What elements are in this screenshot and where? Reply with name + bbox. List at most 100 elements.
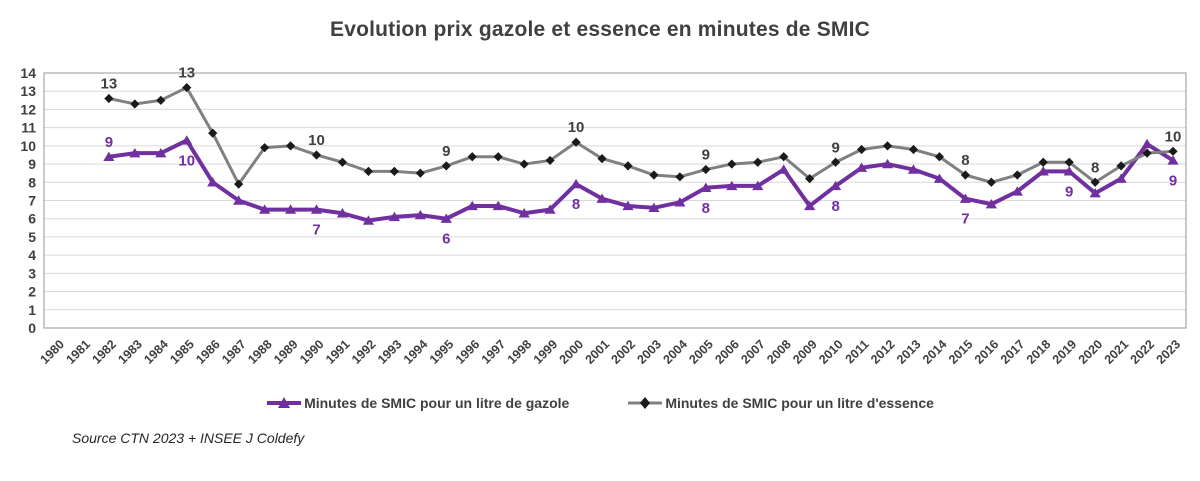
svg-text:13: 13 [20, 83, 36, 99]
svg-text:2001: 2001 [583, 337, 613, 367]
svg-text:6: 6 [28, 211, 36, 227]
svg-text:0: 0 [28, 320, 36, 336]
legend-item-gazole: Minutes de SMIC pour un litre de gazole [266, 395, 569, 411]
data-label-essence-2010: 9 [831, 139, 839, 156]
svg-text:1984: 1984 [141, 337, 171, 367]
svg-text:1986: 1986 [193, 337, 223, 367]
svg-text:2016: 2016 [972, 337, 1002, 367]
series-essence [104, 82, 1178, 189]
svg-text:2012: 2012 [868, 337, 898, 367]
source-note: Source CTN 2023 + INSEE J Coldefy [72, 430, 305, 446]
svg-text:1995: 1995 [427, 337, 457, 367]
gazole-markers [103, 135, 1179, 225]
svg-text:1980: 1980 [38, 337, 68, 367]
svg-text:2015: 2015 [946, 337, 976, 367]
legend-item-essence: Minutes de SMIC pour un litre d'essence [627, 395, 934, 411]
svg-text:8: 8 [28, 174, 36, 190]
data-label-essence-2015: 8 [961, 152, 969, 169]
svg-text:11: 11 [21, 120, 36, 136]
svg-text:2013: 2013 [894, 337, 924, 367]
svg-text:2018: 2018 [1024, 337, 1054, 367]
svg-text:1997: 1997 [479, 337, 509, 367]
svg-text:2011: 2011 [843, 337, 872, 366]
svg-text:2019: 2019 [1050, 337, 1080, 367]
svg-text:1989: 1989 [271, 337, 301, 367]
svg-text:2014: 2014 [920, 337, 950, 367]
svg-text:2: 2 [28, 284, 36, 300]
data-labels: 13 13 10 9 10 9 9 8 8 10 9 10 7 6 8 8 8 7 9 9 [101, 65, 1182, 248]
svg-text:1982: 1982 [89, 337, 119, 367]
svg-text:1988: 1988 [245, 337, 275, 367]
chart-legend: Minutes de SMIC pour un litre de gazole … [0, 395, 1200, 411]
data-label-gazole-1985: 10 [178, 152, 195, 169]
data-label-gazole-2015: 7 [961, 211, 969, 228]
svg-text:1992: 1992 [349, 337, 379, 367]
data-label-essence-1985: 13 [178, 65, 195, 82]
gazole-line [106, 138, 1176, 223]
svg-text:2003: 2003 [634, 337, 664, 367]
gazole-line-triangle-marker-icon [267, 397, 302, 408]
plot-border [43, 72, 1187, 329]
svg-text:2010: 2010 [816, 337, 846, 367]
svg-text:1994: 1994 [401, 337, 431, 367]
svg-text:1: 1 [28, 302, 36, 318]
essence-markers [104, 82, 1178, 189]
svg-text:2009: 2009 [790, 337, 820, 367]
svg-text:2022: 2022 [1128, 337, 1158, 367]
svg-text:14: 14 [20, 65, 36, 81]
data-label-essence-2005: 9 [702, 147, 710, 164]
data-label-essence-2023: 10 [1165, 128, 1182, 145]
data-label-gazole-2000: 8 [572, 196, 580, 213]
svg-text:1998: 1998 [505, 337, 535, 367]
data-label-essence-1990: 10 [308, 132, 325, 149]
essence-line-diamond-marker-icon [628, 397, 663, 409]
svg-text:1993: 1993 [375, 337, 405, 367]
svg-text:2023: 2023 [1154, 337, 1184, 367]
essence-line [107, 86, 1175, 186]
svg-text:9: 9 [28, 156, 36, 172]
data-label-essence-1995: 9 [442, 143, 450, 160]
data-label-gazole-2010: 8 [831, 198, 839, 215]
svg-text:1981: 1981 [63, 337, 93, 367]
data-label-essence-1982: 13 [101, 76, 118, 93]
svg-text:10: 10 [20, 138, 36, 154]
svg-text:1985: 1985 [167, 337, 197, 367]
data-label-gazole-2023: 9 [1169, 172, 1177, 189]
svg-text:2005: 2005 [686, 337, 716, 367]
svg-text:2002: 2002 [609, 337, 639, 367]
svg-text:2000: 2000 [557, 337, 587, 367]
svg-text:4: 4 [28, 247, 36, 263]
svg-text:1987: 1987 [219, 337, 249, 367]
svg-text:2004: 2004 [660, 337, 690, 367]
svg-text:2020: 2020 [1076, 337, 1106, 367]
data-label-gazole-1982: 9 [105, 134, 113, 151]
svg-text:3: 3 [28, 265, 36, 281]
plot-area: 0123456789101112131419801981198219831984… [20, 65, 1187, 367]
svg-text:2017: 2017 [998, 337, 1028, 367]
legend-label-gazole: Minutes de SMIC pour un litre de gazole [304, 395, 570, 411]
svg-text:2007: 2007 [738, 337, 768, 367]
svg-text:2021: 2021 [1102, 337, 1132, 367]
svg-text:2006: 2006 [712, 337, 742, 367]
svg-text:12: 12 [20, 101, 36, 117]
series-gazole [103, 135, 1179, 225]
data-label-gazole-2005: 8 [702, 200, 710, 217]
svg-text:1996: 1996 [453, 337, 483, 367]
x-axis-tick-labels: 1980198119821983198419851986198719881989… [38, 337, 1184, 367]
svg-text:5: 5 [28, 229, 36, 245]
svg-text:1990: 1990 [297, 337, 327, 367]
data-label-essence-2000: 10 [568, 119, 585, 136]
svg-text:2008: 2008 [764, 337, 794, 367]
svg-text:1983: 1983 [115, 337, 145, 367]
svg-text:7: 7 [28, 193, 36, 209]
chart-title: Evolution prix gazole et essence en minu… [330, 18, 870, 41]
data-label-gazole-1990: 7 [312, 222, 320, 239]
svg-text:1999: 1999 [531, 337, 561, 367]
data-label-gazole-2019: 9 [1065, 183, 1073, 200]
legend-label-essence: Minutes de SMIC pour un litre d'essence [665, 395, 934, 411]
svg-text:1991: 1991 [323, 337, 353, 367]
data-label-gazole-1995: 6 [442, 231, 450, 248]
data-label-essence-2020: 8 [1091, 159, 1099, 176]
